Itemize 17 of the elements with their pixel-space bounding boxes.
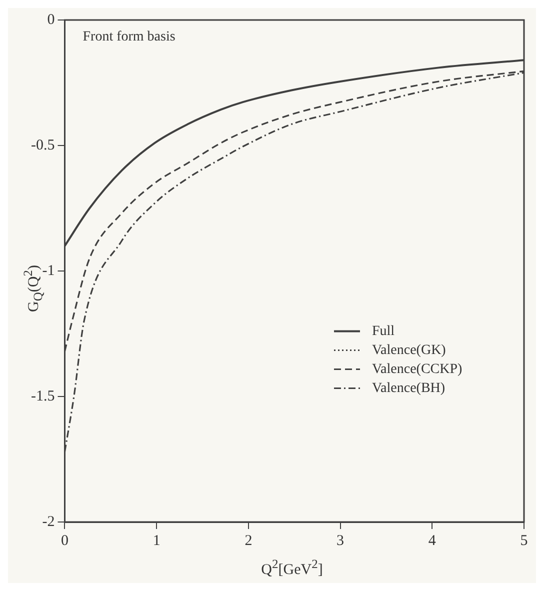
y-tick-label: -0.5: [30, 137, 55, 154]
legend-label: Full: [372, 324, 395, 339]
x-tick-label: 4: [428, 532, 436, 549]
x-tick-label: 0: [60, 532, 68, 549]
x-tick-label: 5: [520, 532, 528, 549]
x-tick-label: 1: [152, 532, 160, 549]
x-tick-label: 3: [336, 532, 344, 549]
annotation: Front form basis: [82, 30, 176, 45]
y-tick-label: -1: [42, 262, 55, 279]
y-tick-label: -1.5: [30, 388, 55, 404]
legend-label: Valence(BH): [372, 380, 446, 396]
y-tick-label: 0: [47, 12, 55, 28]
y-tick-label: -2: [42, 514, 55, 530]
x-tick-label: 2: [244, 532, 252, 549]
x-axis-title: Q$^{2}$[GeV$^{2}$]: [260, 557, 324, 579]
legend-label: Valence(CCKP): [372, 362, 463, 377]
legend-label: Valence(GK): [372, 342, 446, 358]
